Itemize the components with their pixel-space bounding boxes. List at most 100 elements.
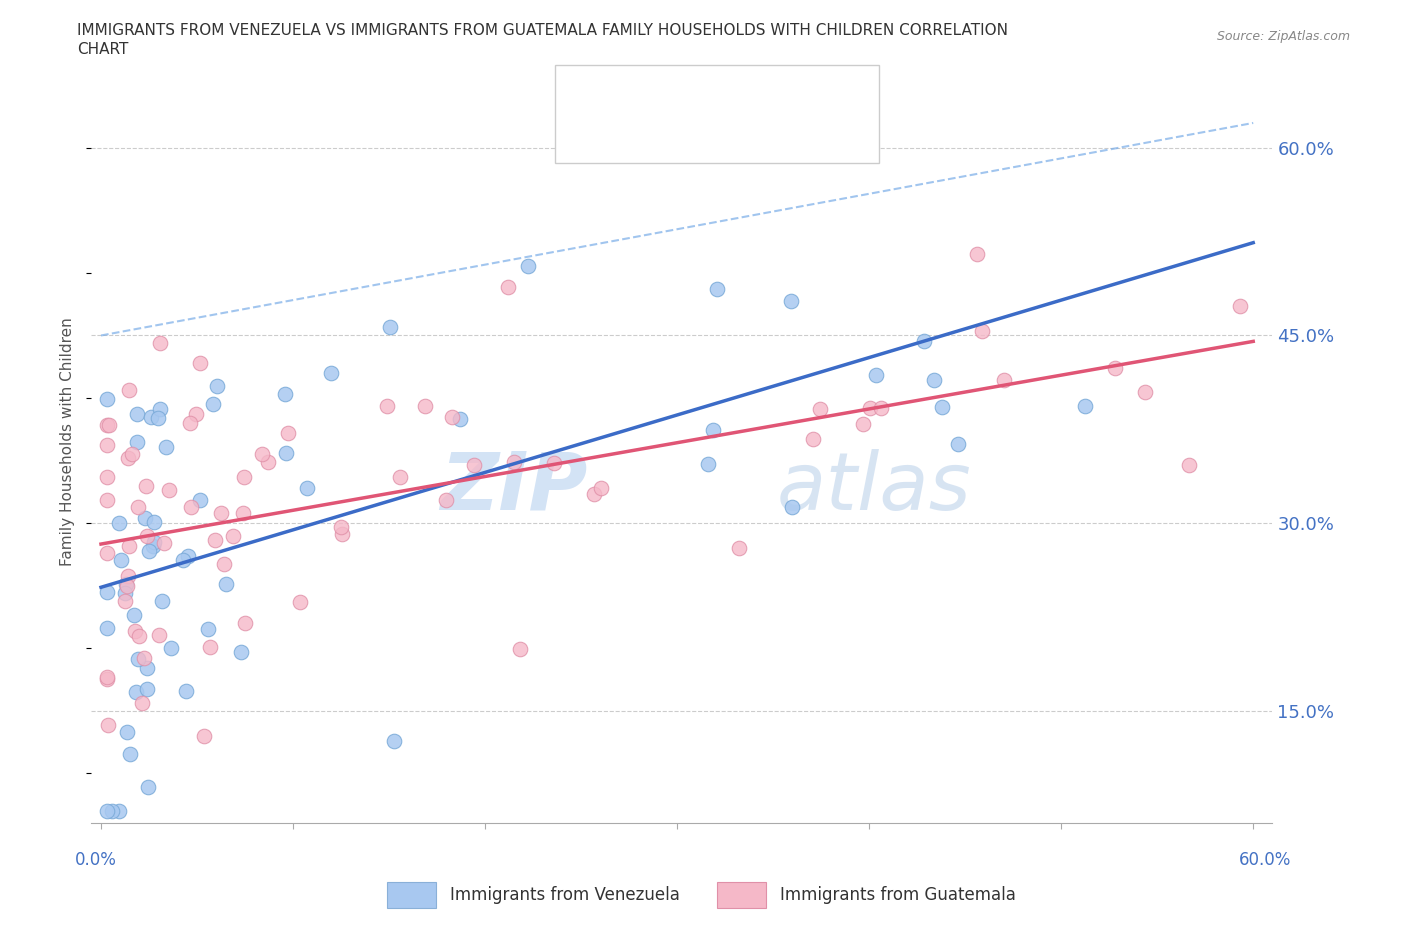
Point: [378, 319, 401, 334]
Point: [115, 578, 138, 593]
Point: [948, 437, 970, 452]
Point: [696, 457, 718, 472]
Point: [235, 615, 257, 630]
Point: [96, 804, 118, 818]
Point: [96, 418, 118, 432]
Point: [449, 411, 471, 426]
Point: [96, 493, 118, 508]
Point: [149, 401, 172, 416]
Point: [993, 373, 1015, 388]
Point: [780, 499, 803, 514]
Point: [197, 621, 219, 636]
Point: [96, 672, 118, 687]
Point: [1074, 398, 1097, 413]
Point: [591, 481, 613, 496]
Point: [136, 682, 159, 697]
Point: [274, 445, 297, 460]
Point: [250, 447, 273, 462]
Point: [695, 136, 717, 151]
Point: [869, 401, 891, 416]
Point: [114, 593, 136, 608]
Point: [101, 804, 124, 818]
Point: [516, 259, 538, 273]
Point: [779, 294, 801, 309]
Text: Source: ZipAtlas.com: Source: ZipAtlas.com: [1216, 30, 1350, 43]
Point: [970, 323, 993, 338]
Point: [96, 620, 118, 635]
Point: [157, 483, 180, 498]
Point: [543, 456, 565, 471]
Point: [1229, 299, 1251, 313]
Point: [174, 684, 197, 698]
Point: [229, 644, 252, 659]
Point: [108, 515, 131, 530]
Point: [139, 409, 162, 424]
Point: [202, 396, 225, 411]
Point: [118, 383, 141, 398]
Point: [135, 479, 157, 494]
Point: [134, 511, 156, 525]
Point: [288, 594, 311, 609]
Point: [146, 410, 169, 425]
Point: [127, 500, 149, 515]
Point: [114, 577, 136, 591]
Point: [583, 486, 606, 501]
Point: [97, 718, 120, 733]
Point: [215, 577, 238, 591]
Point: [233, 470, 256, 485]
Point: [152, 536, 174, 551]
Bar: [387, 883, 436, 908]
Point: [127, 652, 149, 667]
Point: [149, 336, 172, 351]
Point: [209, 506, 232, 521]
Point: [321, 365, 343, 380]
Point: [463, 458, 485, 472]
Point: [125, 435, 148, 450]
Point: [125, 407, 148, 422]
Point: [114, 586, 136, 601]
Y-axis label: Family Households with Children: Family Households with Children: [60, 317, 76, 566]
Point: [413, 398, 436, 413]
Point: [329, 520, 352, 535]
Point: [382, 734, 405, 749]
Point: [728, 540, 751, 555]
Point: [440, 410, 463, 425]
Point: [138, 544, 160, 559]
Point: [96, 470, 118, 485]
Point: [503, 455, 526, 470]
Point: [200, 640, 222, 655]
Point: [865, 367, 887, 382]
Point: [143, 514, 166, 529]
Point: [124, 608, 146, 623]
Point: [966, 246, 988, 261]
Point: [118, 538, 141, 553]
Point: [136, 660, 159, 675]
Point: [330, 526, 353, 541]
Point: [160, 641, 183, 656]
Point: [136, 779, 159, 794]
Text: 0.0%: 0.0%: [75, 851, 117, 870]
Point: [188, 356, 211, 371]
Point: [96, 670, 118, 684]
Point: [115, 724, 138, 739]
Point: [172, 552, 194, 567]
Point: [277, 426, 299, 441]
Text: ZIP: ZIP: [440, 448, 588, 526]
Point: [155, 440, 177, 455]
Point: [922, 373, 945, 388]
Text: CHART: CHART: [77, 42, 129, 57]
Point: [388, 470, 411, 485]
Point: [702, 422, 724, 437]
Point: [118, 747, 141, 762]
Point: [97, 418, 120, 432]
Text: N = 71: N = 71: [747, 124, 814, 142]
Text: R = 0.435: R = 0.435: [614, 86, 704, 104]
Point: [135, 528, 157, 543]
Point: [132, 650, 155, 665]
Point: [204, 533, 226, 548]
Text: N = 60: N = 60: [747, 86, 814, 104]
Point: [222, 528, 245, 543]
Point: [295, 481, 318, 496]
Point: [96, 585, 118, 600]
Point: [142, 538, 165, 553]
